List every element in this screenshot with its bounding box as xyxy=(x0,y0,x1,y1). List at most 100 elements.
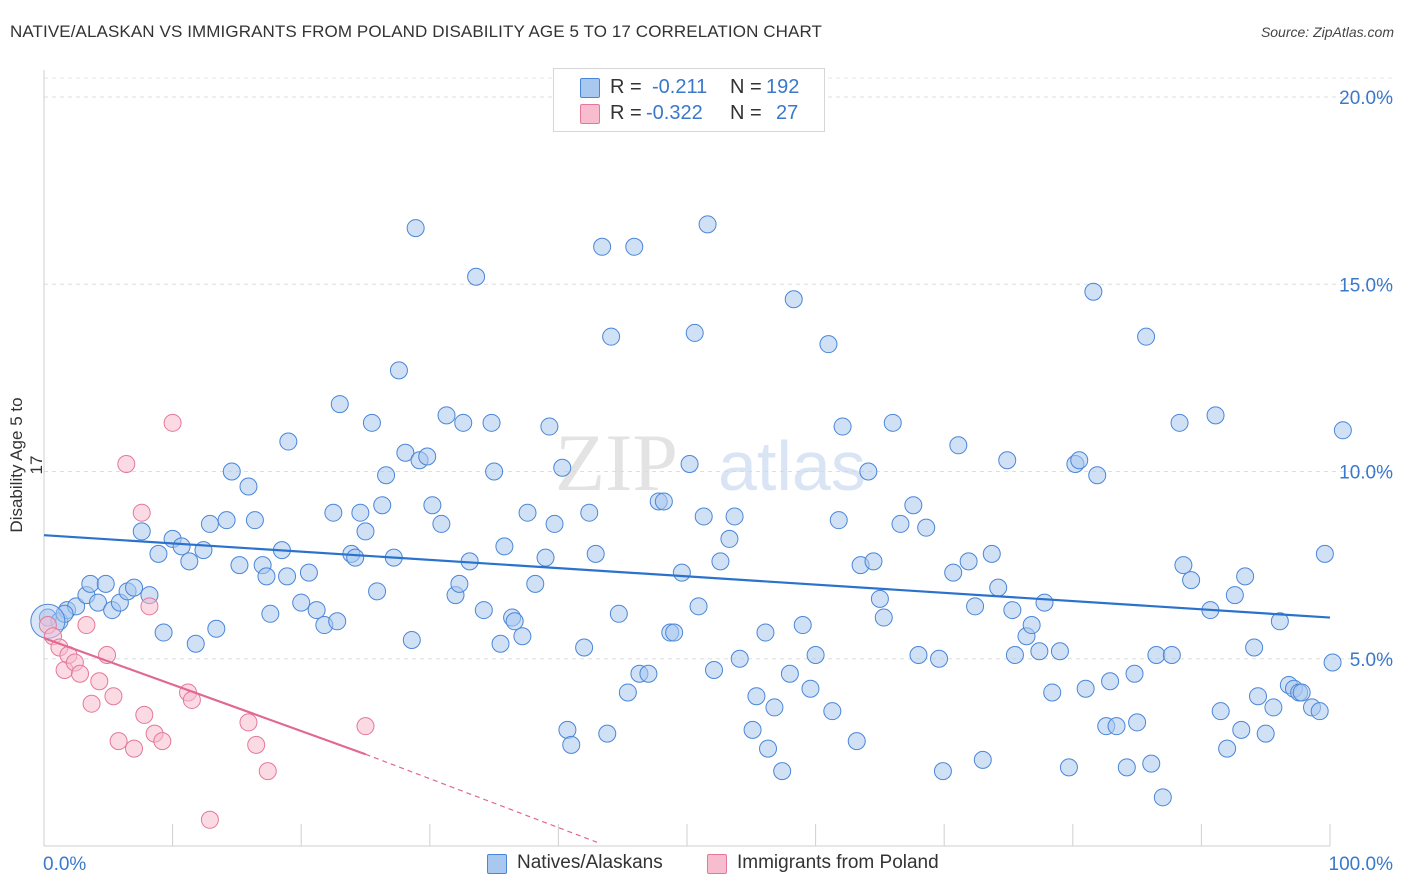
data-point xyxy=(132,522,151,541)
data-point xyxy=(1256,724,1275,743)
data-point xyxy=(406,219,425,238)
data-point xyxy=(665,623,684,642)
data-point xyxy=(545,514,564,533)
data-point xyxy=(328,612,347,631)
data-point xyxy=(625,237,644,256)
data-point xyxy=(982,544,1001,563)
data-point xyxy=(247,735,266,754)
data-point xyxy=(1182,571,1201,590)
data-point xyxy=(217,511,236,530)
data-point xyxy=(759,739,778,758)
data-point xyxy=(1170,413,1189,432)
data-point xyxy=(1050,642,1069,661)
data-point xyxy=(833,417,852,436)
data-point xyxy=(418,447,437,466)
watermark-atlas: atlas xyxy=(718,427,866,505)
data-point xyxy=(1137,327,1156,346)
data-point xyxy=(874,608,893,627)
data-point xyxy=(1076,679,1095,698)
data-point xyxy=(870,589,889,608)
data-point xyxy=(258,762,277,781)
data-point xyxy=(1005,646,1024,665)
data-point xyxy=(437,406,456,425)
y-axis-label: Disability Age 5 to 17 xyxy=(7,397,46,533)
data-point xyxy=(362,413,381,432)
bottom-legend-label: Natives/Alaskans xyxy=(517,852,663,873)
data-point xyxy=(1162,646,1181,665)
data-point xyxy=(1248,687,1267,706)
legend-r-label: R = xyxy=(610,76,642,98)
data-point xyxy=(1153,788,1172,807)
data-point xyxy=(222,462,241,481)
data-point xyxy=(292,593,311,612)
watermark: ZIP atlas xyxy=(555,417,866,508)
data-point xyxy=(1292,683,1311,702)
data-point xyxy=(609,604,628,623)
data-point xyxy=(793,616,812,635)
data-point xyxy=(1310,702,1329,721)
data-point xyxy=(553,458,572,477)
data-point xyxy=(200,514,219,533)
data-point xyxy=(540,417,559,436)
data-point xyxy=(125,578,144,597)
legend-n-value: 192 xyxy=(766,76,800,98)
data-point xyxy=(1270,612,1289,631)
data-point xyxy=(1022,616,1041,635)
data-point xyxy=(654,492,673,511)
data-point xyxy=(639,664,658,683)
data-point xyxy=(90,672,109,691)
trend-line-poland xyxy=(43,637,366,756)
data-point xyxy=(104,687,123,706)
data-point xyxy=(81,574,100,593)
data-point xyxy=(245,511,264,530)
data-point xyxy=(598,724,617,743)
data-point xyxy=(998,451,1017,470)
bottom-legend-swatch-blue xyxy=(487,854,507,874)
trend-line-natives xyxy=(43,534,1331,619)
data-point xyxy=(186,634,205,653)
data-point xyxy=(756,623,775,642)
data-point xyxy=(1264,698,1283,717)
data-point xyxy=(725,507,744,526)
data-point xyxy=(402,631,421,650)
data-point xyxy=(485,462,504,481)
data-point xyxy=(505,612,524,631)
data-point xyxy=(933,762,952,781)
y-tick-label: 5.0% xyxy=(1350,650,1393,671)
data-point xyxy=(558,720,577,739)
data-point xyxy=(864,552,883,571)
data-point xyxy=(743,720,762,739)
data-point xyxy=(180,552,199,571)
data-point xyxy=(694,507,713,526)
data-point xyxy=(904,496,923,515)
legend-n-label: N = xyxy=(730,102,762,124)
data-point xyxy=(299,563,318,582)
data-point xyxy=(279,432,298,451)
data-point xyxy=(518,503,537,522)
data-point xyxy=(1225,586,1244,605)
data-point xyxy=(1211,702,1230,721)
y-tick-label: 20.0% xyxy=(1339,88,1393,109)
data-point xyxy=(829,511,848,530)
series-natives-alaskans xyxy=(30,215,1352,807)
data-point xyxy=(346,548,365,567)
data-point xyxy=(278,567,297,586)
data-point xyxy=(1059,758,1078,777)
data-point xyxy=(482,413,501,432)
data-point xyxy=(432,514,451,533)
data-point xyxy=(89,593,108,612)
series-immigrants-poland xyxy=(38,413,375,829)
data-point xyxy=(909,646,928,665)
data-point xyxy=(396,443,415,462)
y-tick-label: 10.0% xyxy=(1339,463,1393,484)
data-point xyxy=(1245,638,1264,657)
data-point xyxy=(513,627,532,646)
x-tick-label: 100.0% xyxy=(1329,854,1394,875)
data-point xyxy=(423,496,442,515)
data-point xyxy=(200,810,219,829)
data-point xyxy=(806,646,825,665)
data-point xyxy=(1043,683,1062,702)
data-point xyxy=(944,563,963,582)
data-point xyxy=(1128,713,1147,732)
data-point xyxy=(959,552,978,571)
